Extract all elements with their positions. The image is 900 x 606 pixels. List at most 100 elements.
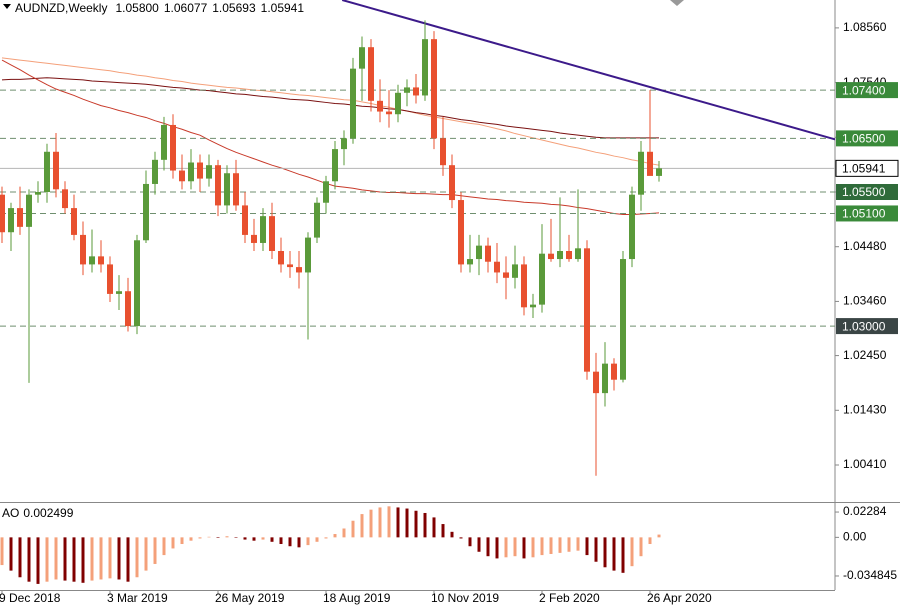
ao-bar bbox=[504, 537, 508, 558]
ao-bar bbox=[621, 537, 625, 573]
y-tick-label: 1.03460 bbox=[843, 294, 887, 308]
ao-bar bbox=[171, 537, 175, 549]
level-box bbox=[836, 130, 898, 147]
candle-body bbox=[0, 194, 5, 233]
candle-body bbox=[413, 87, 419, 96]
candle-body bbox=[449, 165, 455, 201]
candle-body bbox=[98, 256, 104, 265]
chart-header: AUDNZD,Weekly 1.05800 1.06077 1.05693 1.0594… bbox=[15, 1, 304, 15]
ao-bar bbox=[333, 534, 337, 538]
ao-bar bbox=[45, 537, 49, 582]
candle-body bbox=[17, 208, 23, 227]
y-tick-label: 1.04480 bbox=[843, 239, 887, 253]
ao-bar bbox=[540, 537, 544, 556]
candle-body bbox=[377, 100, 383, 112]
candle-body bbox=[476, 245, 482, 260]
candle-body bbox=[8, 208, 14, 233]
candle-body bbox=[647, 151, 653, 176]
ao-bar bbox=[108, 537, 112, 579]
candle-body bbox=[278, 251, 284, 265]
ao-bar bbox=[495, 537, 499, 559]
info-open: 1.05800 bbox=[115, 1, 159, 15]
candle-body bbox=[296, 267, 302, 273]
candle-body bbox=[350, 68, 356, 139]
ao-bar bbox=[279, 537, 283, 545]
ao-bar bbox=[567, 537, 571, 552]
candle-body bbox=[107, 264, 113, 294]
candle-body bbox=[404, 87, 410, 93]
candle-body bbox=[116, 291, 122, 294]
candle-body bbox=[224, 173, 230, 206]
candle-body bbox=[638, 151, 644, 195]
moving-average bbox=[1, 59, 660, 216]
candle-body bbox=[359, 47, 365, 69]
ao-bar bbox=[162, 537, 166, 556]
ao-bar bbox=[414, 510, 418, 538]
ao-bar bbox=[369, 509, 373, 538]
level-label: 1.06500 bbox=[842, 132, 886, 146]
ao-bar bbox=[117, 537, 121, 580]
ao-bar bbox=[648, 537, 652, 545]
ao-bar bbox=[558, 537, 562, 553]
candle-body bbox=[170, 124, 176, 171]
ao-bar bbox=[396, 507, 400, 538]
ao-bar bbox=[351, 520, 355, 538]
price-box bbox=[835, 159, 899, 177]
ao-bar bbox=[378, 507, 382, 538]
ao-bar bbox=[126, 537, 130, 582]
candle-body bbox=[152, 159, 158, 184]
ao-bar bbox=[270, 537, 274, 542]
candle-body bbox=[179, 170, 185, 182]
ao-bar bbox=[72, 537, 76, 582]
candle-body bbox=[629, 194, 635, 260]
ao-bar bbox=[207, 536, 211, 538]
candle-body bbox=[503, 272, 509, 278]
ao-bar bbox=[297, 537, 301, 548]
candle-body bbox=[566, 251, 572, 260]
ao-bar bbox=[531, 537, 535, 558]
moving-average bbox=[1, 77, 659, 139]
menu-triangle[interactable] bbox=[3, 4, 11, 9]
x-tick-label: 26 Apr 2020 bbox=[647, 591, 712, 605]
ao-bar bbox=[486, 537, 490, 557]
ao-y-tick-label: 0.00 bbox=[843, 530, 867, 544]
candle-body bbox=[89, 256, 95, 265]
ao-bar bbox=[252, 537, 256, 541]
ao-bar bbox=[423, 512, 427, 538]
candle-body bbox=[269, 216, 275, 251]
ao-bar bbox=[90, 537, 94, 581]
candle-body bbox=[386, 111, 392, 115]
y-tick-label: 1.01430 bbox=[843, 402, 887, 416]
ao-bar bbox=[468, 537, 472, 547]
candle-body bbox=[422, 39, 428, 96]
candle-body bbox=[161, 124, 167, 160]
ao-bar bbox=[81, 537, 85, 583]
candle-body bbox=[251, 234, 257, 243]
candle-body bbox=[584, 248, 590, 372]
ao-bar bbox=[585, 537, 589, 556]
candle-body bbox=[602, 363, 608, 394]
ao-bar bbox=[216, 537, 220, 538]
x-tick-label: 26 May 2019 bbox=[215, 591, 285, 605]
candle-body bbox=[71, 208, 77, 235]
candle-body bbox=[548, 253, 554, 260]
x-tick-label: 10 Nov 2019 bbox=[431, 591, 499, 605]
ao-bar bbox=[306, 537, 310, 546]
ao-bar bbox=[27, 537, 31, 582]
x-tick-label: 3 Mar 2019 bbox=[107, 591, 168, 605]
trade-marker[interactable] bbox=[670, 0, 684, 6]
ao-bar bbox=[576, 537, 580, 551]
info-close: 1.05941 bbox=[261, 1, 305, 15]
ao-bar bbox=[54, 537, 58, 580]
ao-bar bbox=[261, 537, 265, 540]
candle-body bbox=[62, 189, 68, 209]
candle-body bbox=[206, 165, 212, 179]
level-label: 1.03000 bbox=[842, 319, 886, 333]
ao-bar bbox=[0, 537, 4, 566]
ao-bar bbox=[324, 537, 328, 539]
ao-bar bbox=[450, 531, 454, 538]
ao-bar bbox=[18, 537, 22, 578]
ao-title: AO bbox=[2, 506, 19, 520]
candle-body bbox=[593, 371, 599, 394]
